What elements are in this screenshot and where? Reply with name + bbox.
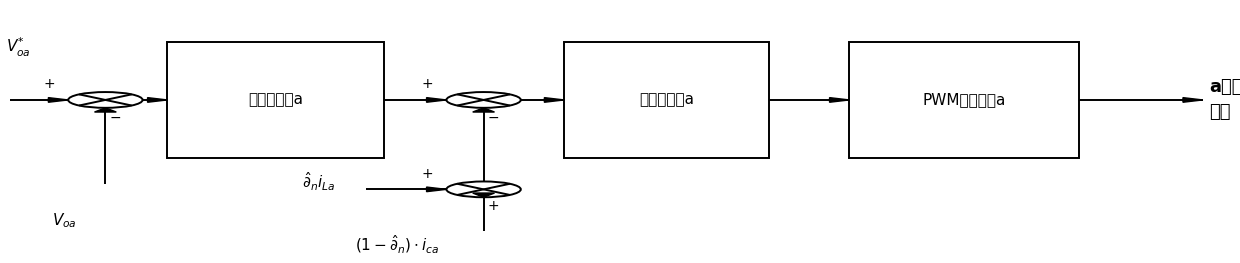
Text: +: +: [422, 77, 434, 91]
Text: PWM波发生器a: PWM波发生器a: [923, 92, 1006, 108]
Polygon shape: [472, 108, 495, 112]
Bar: [564, 42, 769, 158]
Text: $\hat{\partial}_n i_{La}$: $\hat{\partial}_n i_{La}$: [301, 170, 335, 193]
Polygon shape: [427, 98, 446, 102]
Text: +: +: [487, 199, 500, 214]
Polygon shape: [472, 193, 495, 197]
Text: $V_{oa}$: $V_{oa}$: [52, 211, 77, 230]
Text: $-$: $-$: [487, 110, 500, 124]
Text: a相桥臂
开关: a相桥臂 开关: [1209, 78, 1240, 122]
Text: $-$: $-$: [109, 110, 122, 124]
Polygon shape: [830, 98, 849, 102]
Polygon shape: [1183, 98, 1203, 102]
Text: 电流调节器a: 电流调节器a: [639, 92, 694, 108]
Polygon shape: [94, 108, 117, 112]
Polygon shape: [427, 187, 446, 192]
Text: 电压调节器a: 电压调节器a: [248, 92, 304, 108]
Text: $V_{oa}^{*}$: $V_{oa}^{*}$: [6, 36, 31, 59]
Polygon shape: [148, 98, 167, 102]
Text: +: +: [43, 77, 56, 91]
Text: +: +: [422, 166, 434, 181]
Text: $(1-\hat{\partial}_n) \cdot i_{ca}$: $(1-\hat{\partial}_n) \cdot i_{ca}$: [355, 234, 439, 256]
Bar: [849, 42, 1079, 158]
Polygon shape: [48, 98, 68, 102]
Bar: [167, 42, 384, 158]
Polygon shape: [544, 98, 564, 102]
